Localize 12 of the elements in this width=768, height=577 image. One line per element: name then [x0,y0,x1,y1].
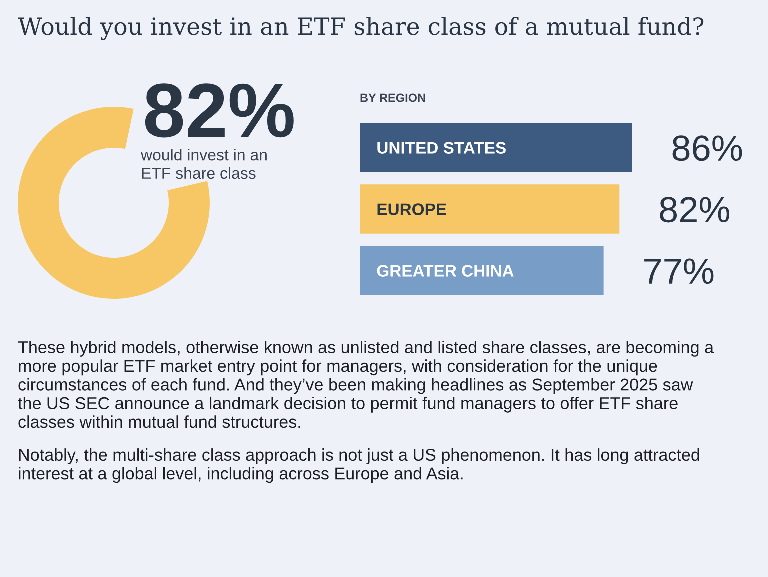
data-label: 82% [145,84,294,138]
y-tick-label: EUROPE [378,204,446,216]
data-label: 82% [660,197,730,223]
data-label: 77% [644,258,714,284]
y-tick-label: UNITED STATES [378,142,506,154]
text: Notably, the multi-share class approach is not just a US phenomenon. It has long attracted interest at a global level, including across Europe and Asia. [19,448,700,484]
text: These hybrid models, otherwise known as unlisted and listed share classes, are becoming a more popular ETF market entry point for managers, with consideration for the unique circumstances of each fund. And they’ve been making headlines as September 2025 saw the US SEC announce a landmark decision to permit fund managers to offer ETF share classes within mutual fund structures. [18,341,714,428]
chart-title: BY REGION [360,94,426,102]
text: Would you invest in an ETF share class of a mutual fund? [18,17,704,40]
data-label: 86% [672,136,742,162]
y-tick-label: GREATER CHINA [377,265,514,277]
slice-label: would invest in an ETF share class [140,149,267,180]
